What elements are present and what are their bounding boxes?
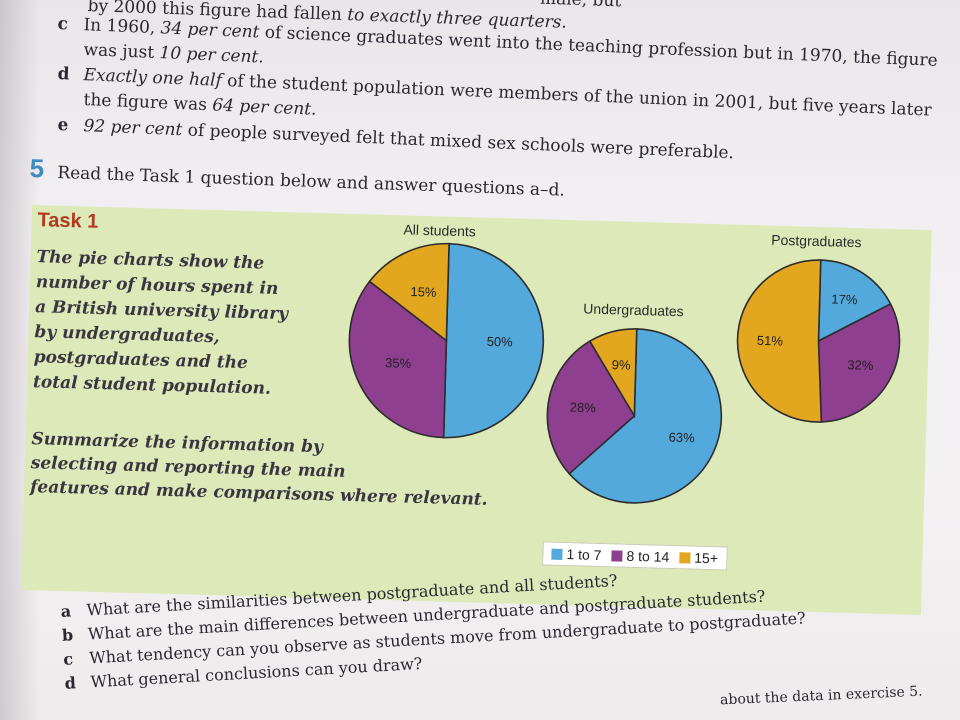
pie-slice-1-to-7	[817, 259, 892, 343]
item-text: of the student population were members o…	[221, 70, 932, 121]
pie-slice-1-to-7	[568, 328, 723, 504]
item-italic: 34 per cent	[160, 18, 260, 43]
item-e-line1: e 92 per cent of people surveyed felt tha…	[57, 115, 734, 163]
item-letter: d	[57, 64, 70, 85]
chart-title-all-students: All students	[403, 221, 477, 240]
item-letter: c	[57, 14, 69, 35]
item-text: of people surveyed felt that mixed sex s…	[181, 120, 735, 164]
legend-swatch	[611, 549, 623, 562]
question-letter: b	[61, 625, 74, 645]
pie-value-label: 9%	[612, 357, 632, 373]
item-text: of science graduates went into the teach…	[259, 22, 939, 71]
pie-slice-15plus	[588, 328, 638, 419]
pie-value-label: 32%	[847, 357, 874, 373]
item-text: was just	[83, 40, 160, 64]
legend-item: 8 to 14	[611, 547, 670, 565]
pie-value-label: 50%	[486, 334, 513, 350]
item-italic: 92 per cent	[83, 116, 183, 141]
pie-value-label: 51%	[757, 333, 784, 349]
pie-undergraduates: 63% 28% 9%	[546, 328, 723, 504]
pie-all-students: 50% 35% 15%	[348, 242, 545, 439]
task-title: Task 1	[37, 209, 99, 233]
pie-slice-15plus	[736, 259, 823, 423]
pie-slice-8-to-14	[817, 302, 901, 423]
chart-title-postgraduates: Postgraduates	[771, 231, 862, 251]
legend-label: 8 to 14	[626, 547, 670, 565]
pie-value-label: 63%	[668, 430, 695, 446]
item-italic: 64 per cent.	[211, 95, 317, 120]
chart-title-undergraduates: Undergraduates	[583, 300, 684, 320]
item-italic: 10 per cent.	[159, 43, 265, 68]
pie-value-label: 28%	[570, 400, 597, 416]
question-5: 5 Read the Task 1 question below and ans…	[29, 153, 566, 201]
legend-label: 1 to 7	[566, 546, 602, 564]
pie-slice-15plus	[368, 242, 450, 343]
pie-value-label: 17%	[831, 292, 858, 308]
question-letter: c	[62, 649, 74, 669]
pie-slice-8-to-14	[546, 340, 636, 475]
question-5-text: Read the Task 1 question below and answe…	[57, 162, 566, 201]
pie-postgraduates: 17% 32% 51%	[736, 259, 901, 423]
question-letter: a	[60, 601, 72, 621]
question-letter: d	[64, 673, 77, 693]
item-letter: e	[57, 115, 69, 136]
pie-slice-1-to-7	[442, 242, 545, 439]
pie-value-label: 35%	[385, 355, 412, 371]
question-number: 5	[29, 153, 45, 184]
pie-slice-8-to-14	[348, 280, 448, 439]
item-d-line2: the figure was 64 per cent.	[83, 90, 317, 120]
task-box: Task 1 The pie charts show the number of…	[21, 205, 932, 615]
legend-swatch	[551, 548, 563, 560]
item-italic: Exactly one half	[83, 65, 223, 91]
legend-swatch	[679, 551, 691, 564]
pie-value-label: 15%	[410, 284, 437, 300]
item-c-line2: was just 10 per cent.	[83, 40, 264, 68]
item-text: In 1960,	[83, 15, 162, 39]
top-fragment-right: male, but	[539, 0, 622, 12]
legend-item: 1 to 7	[551, 546, 602, 564]
bottom-tail: about the data in exercise 5.	[719, 683, 923, 709]
item-text: the figure was	[83, 90, 213, 116]
task-description: The pie charts show the number of hours …	[32, 247, 289, 399]
